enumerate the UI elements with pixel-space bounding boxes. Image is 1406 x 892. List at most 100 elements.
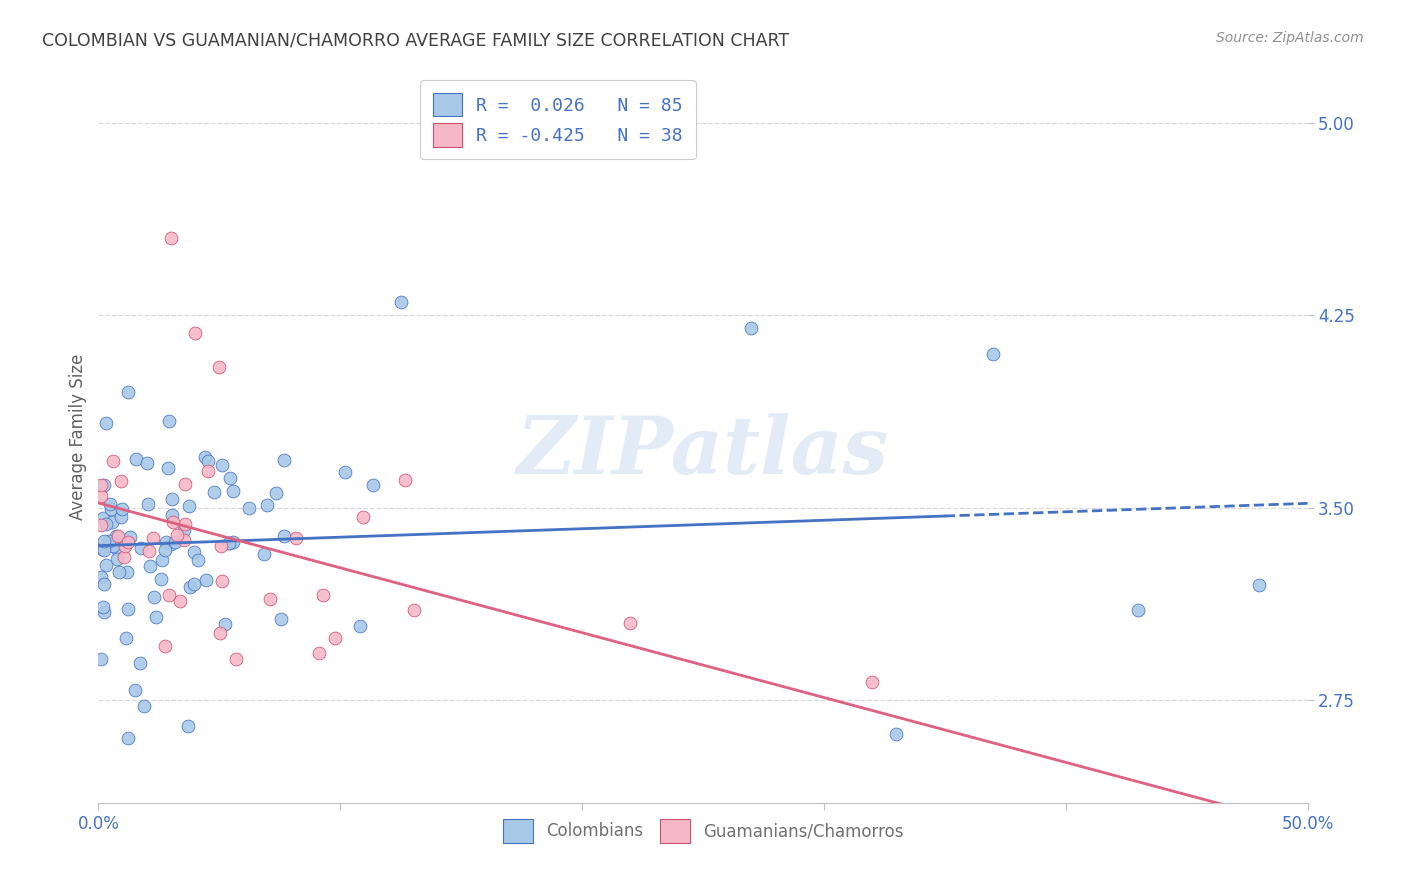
Point <box>105 542 128 557</box>
Point <box>361 478 384 492</box>
Point <box>129 657 152 671</box>
Point <box>218 536 240 550</box>
Point <box>145 610 167 624</box>
Point <box>90 541 112 556</box>
Point <box>100 535 122 549</box>
Point <box>194 450 217 465</box>
Point <box>208 359 231 374</box>
Point <box>101 516 124 530</box>
Point <box>177 719 200 733</box>
Point <box>93 543 115 558</box>
Point <box>394 473 416 487</box>
Point <box>90 478 112 492</box>
Point <box>183 577 205 591</box>
Point <box>160 537 183 551</box>
Point <box>219 471 242 485</box>
Point <box>138 559 160 574</box>
Point <box>177 499 200 513</box>
Point <box>93 533 115 548</box>
Point <box>886 726 908 740</box>
Legend: Colombians, Guamanians/Chamorros: Colombians, Guamanians/Chamorros <box>496 813 910 849</box>
Point <box>1219 829 1241 843</box>
Point <box>165 534 187 549</box>
Point <box>264 486 287 500</box>
Point <box>157 461 180 475</box>
Point <box>860 675 883 690</box>
Point <box>136 497 159 511</box>
Point <box>202 484 225 499</box>
Point <box>94 516 117 531</box>
Point <box>117 731 139 745</box>
Point <box>197 464 219 478</box>
Point <box>138 544 160 558</box>
Point <box>155 534 177 549</box>
Point <box>333 465 356 479</box>
Point <box>285 532 308 546</box>
Point <box>740 321 762 335</box>
Point <box>238 500 260 515</box>
Point <box>90 518 112 533</box>
Point <box>100 502 122 516</box>
Point <box>136 456 159 470</box>
Point <box>105 552 128 566</box>
Point <box>94 416 117 430</box>
Point <box>114 632 136 646</box>
Point <box>149 572 172 586</box>
Point <box>90 489 112 503</box>
Point <box>222 483 245 498</box>
Point <box>273 529 295 543</box>
Point <box>169 594 191 608</box>
Point <box>259 592 281 607</box>
Point <box>214 617 236 632</box>
Point <box>194 573 217 587</box>
Point <box>225 652 247 666</box>
Point <box>166 528 188 542</box>
Point <box>273 452 295 467</box>
Point <box>270 611 292 625</box>
Point <box>101 540 124 554</box>
Point <box>124 682 146 697</box>
Point <box>125 451 148 466</box>
Point <box>114 539 136 553</box>
Point <box>90 570 112 584</box>
Y-axis label: Average Family Size: Average Family Size <box>69 354 87 520</box>
Point <box>153 639 176 653</box>
Point <box>107 528 129 542</box>
Point <box>91 510 114 524</box>
Point <box>1128 603 1150 617</box>
Point <box>160 491 183 506</box>
Point <box>108 566 131 580</box>
Point <box>160 231 183 245</box>
Point <box>183 544 205 558</box>
Point <box>98 497 121 511</box>
Point <box>209 539 232 553</box>
Point <box>253 547 276 561</box>
Text: ZIPatlas: ZIPatlas <box>517 413 889 491</box>
Point <box>117 601 139 615</box>
Point <box>93 477 115 491</box>
Point <box>110 474 132 488</box>
Point <box>118 530 141 544</box>
Point <box>152 553 174 567</box>
Point <box>173 523 195 537</box>
Point <box>308 646 330 660</box>
Point <box>98 533 121 548</box>
Text: Source: ZipAtlas.com: Source: ZipAtlas.com <box>1216 31 1364 45</box>
Point <box>162 515 184 529</box>
Point <box>1249 577 1271 591</box>
Point <box>110 509 132 524</box>
Point <box>312 588 335 602</box>
Point <box>153 543 176 558</box>
Point <box>174 477 197 491</box>
Point <box>115 566 138 580</box>
Point <box>157 587 180 601</box>
Point <box>389 295 412 310</box>
Point <box>187 552 209 566</box>
Point <box>197 454 219 468</box>
Point <box>402 603 425 617</box>
Point <box>112 549 135 564</box>
Point <box>142 532 165 546</box>
Point <box>981 346 1004 360</box>
Point <box>211 574 233 588</box>
Point <box>90 652 112 666</box>
